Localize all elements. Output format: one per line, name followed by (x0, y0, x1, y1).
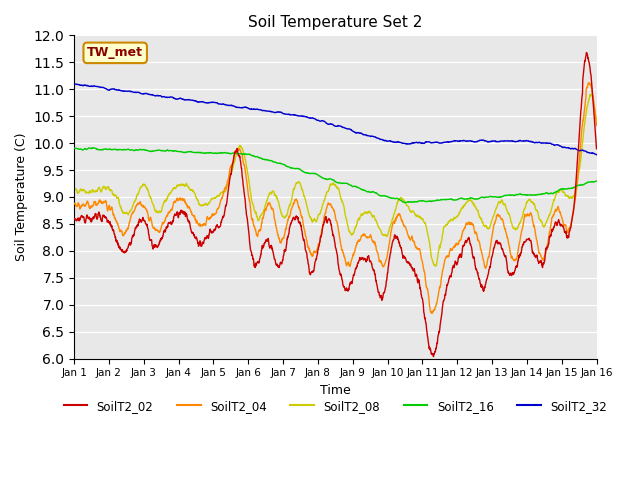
Legend: SoilT2_02, SoilT2_04, SoilT2_08, SoilT2_16, SoilT2_32: SoilT2_02, SoilT2_04, SoilT2_08, SoilT2_… (59, 395, 612, 417)
Text: TW_met: TW_met (87, 47, 143, 60)
Y-axis label: Soil Temperature (C): Soil Temperature (C) (15, 132, 28, 261)
X-axis label: Time: Time (320, 384, 351, 397)
Title: Soil Temperature Set 2: Soil Temperature Set 2 (248, 15, 422, 30)
